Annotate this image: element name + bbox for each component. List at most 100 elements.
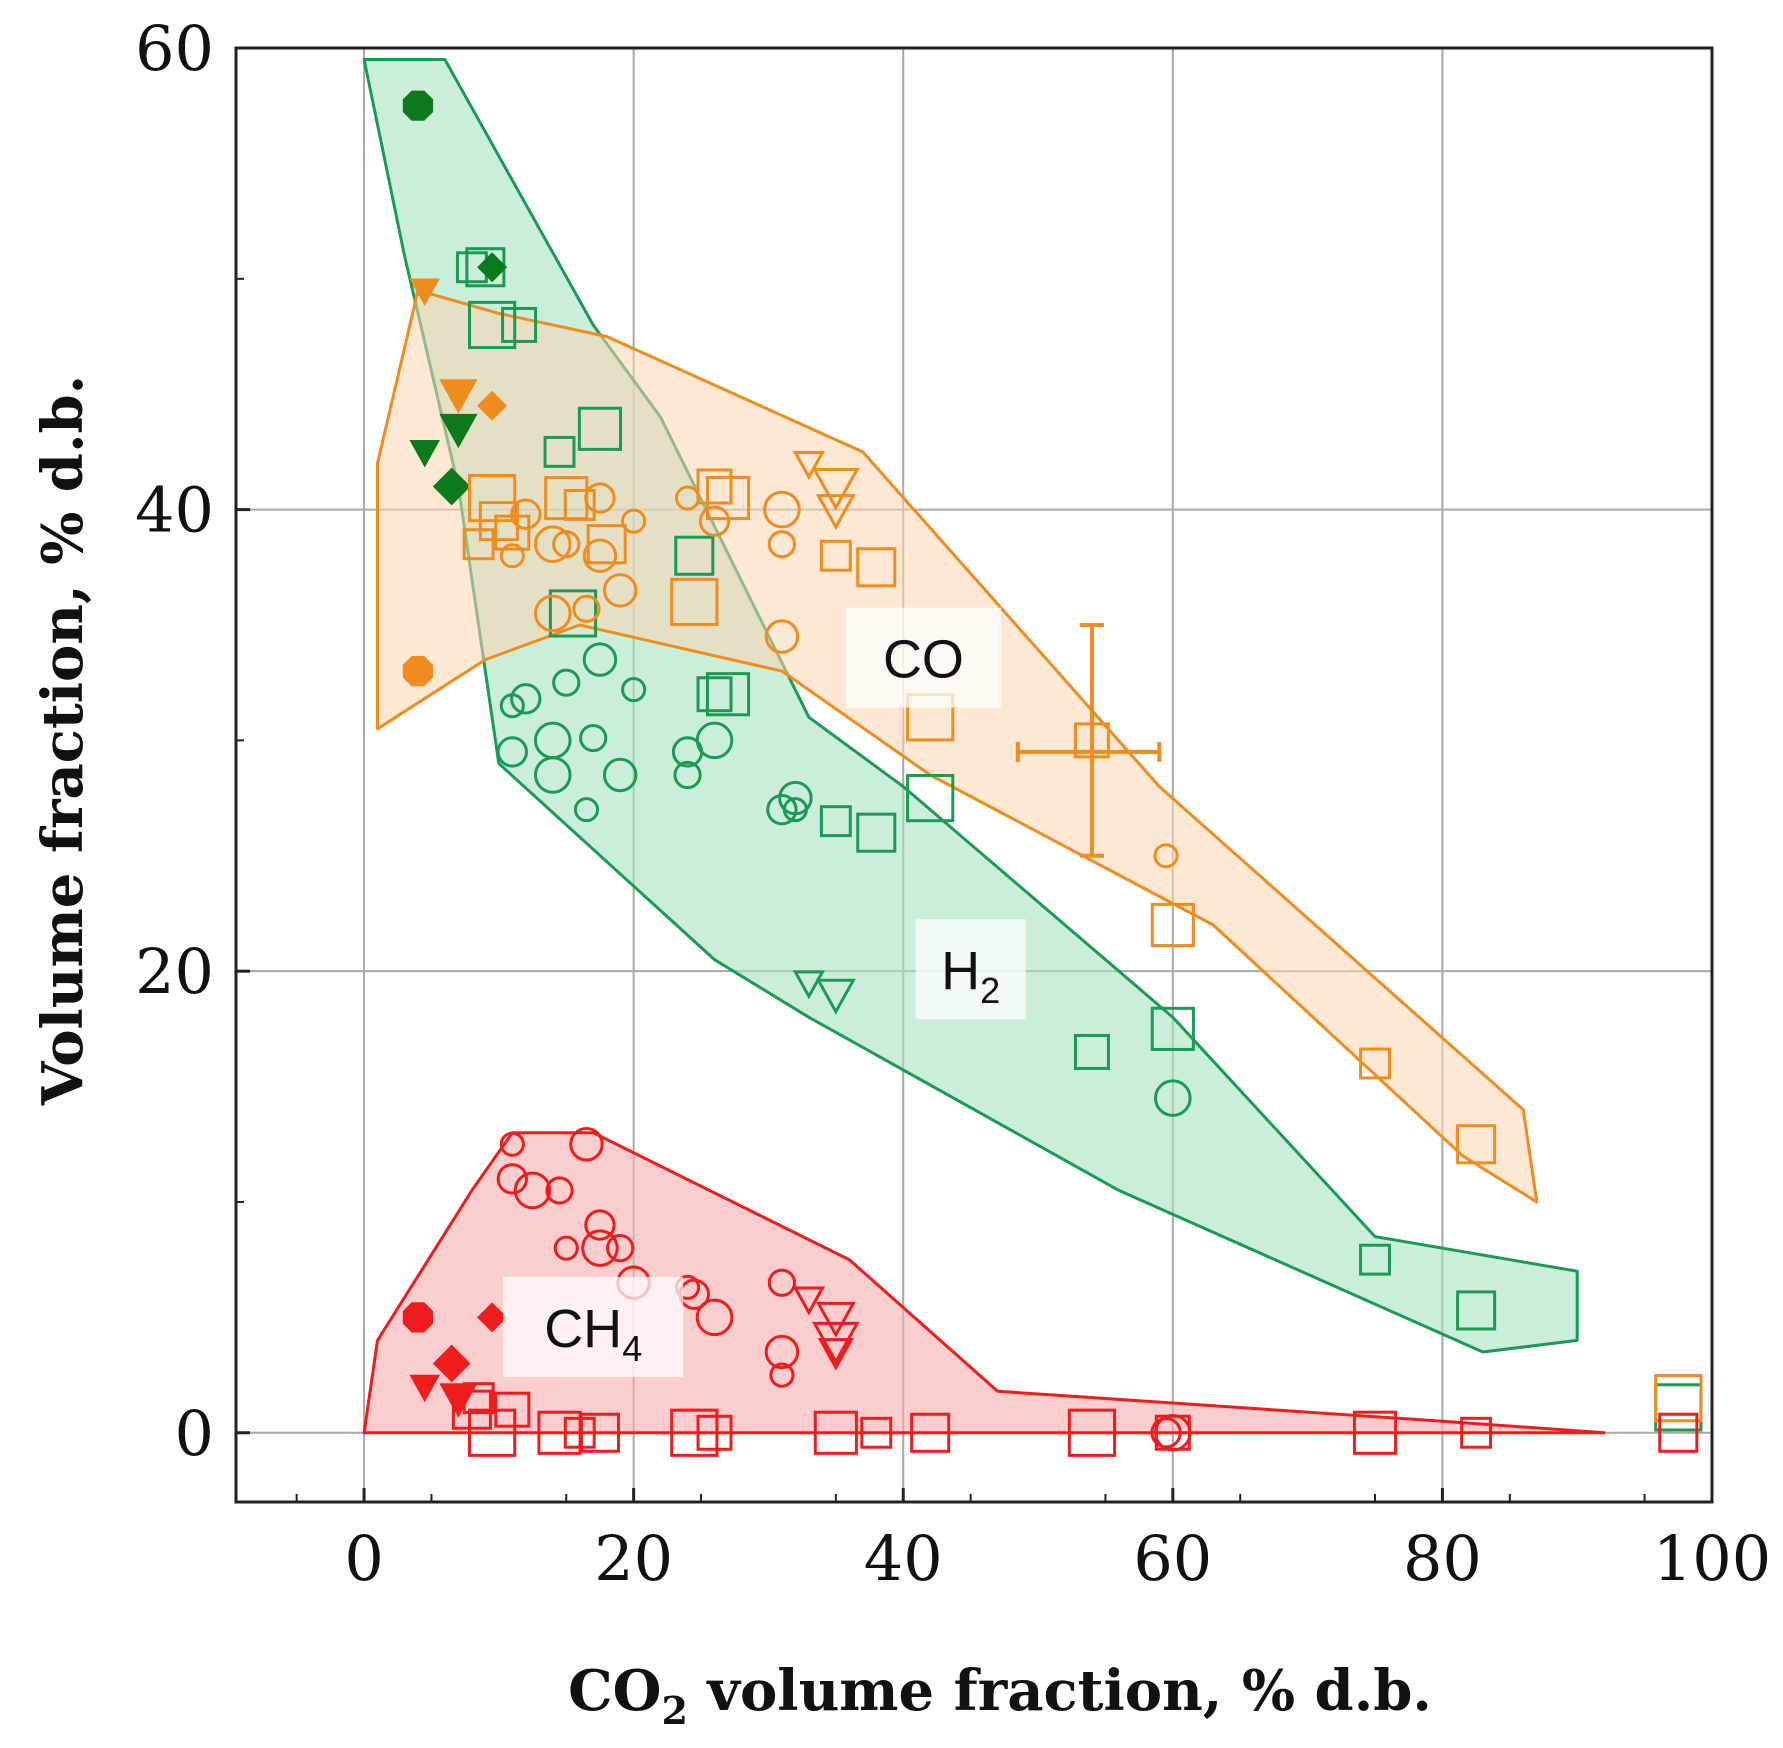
point-h2-square (501, 306, 538, 343)
region-label-subscript: 4 (622, 1328, 642, 1369)
point-ch4-circle (767, 1268, 797, 1297)
point-ch4-filled-triangle-down (439, 1383, 478, 1418)
point-h2-square (696, 676, 733, 713)
point-ch4-square (1658, 1412, 1699, 1453)
point-ch4-square (860, 1416, 893, 1449)
point-co-circle (510, 498, 542, 530)
region-label-main: CH (544, 1299, 622, 1359)
point-h2-filled-triangle-down (439, 413, 478, 449)
x-tick-label-80: 80 (1403, 1522, 1482, 1595)
point-ch4-square (910, 1412, 951, 1453)
point-h2-circle (582, 642, 618, 677)
point-co-square (462, 528, 495, 561)
point-h2-circle (1154, 1079, 1192, 1117)
point-h2-circle (573, 797, 600, 823)
regions-layer (362, 58, 1606, 1435)
point-h2-circle (579, 723, 608, 753)
point-co-square (705, 475, 751, 521)
point-h2-filled-triangle-down (409, 440, 441, 468)
y-tick-label-0: 0 (175, 1397, 214, 1470)
point-ch4-circle (569, 1127, 604, 1162)
point-h2-triangle-down (815, 978, 856, 1015)
point-ch4-square (670, 1408, 719, 1457)
point-co-circle (621, 508, 647, 534)
point-h2-circle (602, 757, 638, 793)
point-co-circle (499, 543, 525, 569)
point-co-circle (533, 525, 572, 563)
point-h2-square (548, 589, 598, 638)
point-h2-filled-octagon (402, 90, 434, 121)
point-h2-square (1359, 1243, 1391, 1276)
point-ch4-square (494, 1391, 531, 1428)
region-label-bg-ch4 (503, 1276, 684, 1377)
point-ch4-square (1154, 1414, 1191, 1451)
point-co-circle (767, 530, 797, 559)
point-ch4-filled-octagon (402, 1302, 434, 1333)
point-ch4-square (1460, 1416, 1493, 1449)
point-ch4-square (813, 1410, 858, 1455)
point-co-square (1654, 1374, 1703, 1423)
point-co-square (563, 489, 596, 521)
y-tick-label-40: 40 (135, 474, 214, 547)
region-label-main: H (941, 941, 980, 1001)
point-co-square (670, 577, 719, 627)
y-tick-label-60: 60 (135, 12, 214, 85)
point-co-square (467, 473, 517, 523)
point-co-square (1456, 1124, 1497, 1165)
point-ch4-circle (496, 1163, 528, 1195)
point-co-triangle-down (812, 467, 860, 511)
point-h2-square (674, 535, 715, 576)
x-tick-label-0: 0 (344, 1522, 383, 1595)
point-co-circle (552, 530, 581, 559)
point-co-circle (602, 573, 638, 608)
region-label-bg-h2 (915, 919, 1026, 1020)
point-ch4-circle (553, 1235, 579, 1261)
point-h2-filled-diamond (477, 252, 508, 283)
data-points-layer (402, 90, 1703, 1457)
x-axis-title: CO2 volume fraction, % d.b. (568, 1658, 1432, 1733)
point-co-square (494, 514, 531, 551)
point-h2-circle (695, 721, 734, 760)
point-co-circle (698, 505, 731, 537)
region-label-ch4: CH4 (544, 1299, 642, 1369)
point-h2-square (1073, 1033, 1110, 1070)
x-tick-label-100: 100 (1653, 1522, 1771, 1595)
point-ch4-filled-triangle-down (409, 1374, 441, 1403)
point-co-filled-octagon (402, 656, 434, 687)
point-ch4-square (1067, 1408, 1117, 1457)
point-ch4-square (1352, 1410, 1398, 1455)
point-co-circle (533, 594, 572, 633)
point-co-triangle-down (815, 494, 856, 531)
point-co-square (586, 524, 627, 565)
x-tick-label-40: 40 (864, 1522, 943, 1595)
point-h2-square (1654, 1383, 1703, 1432)
point-h2-square (577, 406, 623, 451)
point-ch4-square (467, 1408, 517, 1457)
point-co-circle (582, 538, 618, 573)
y-axis-title: Volume fraction, % d.b. (30, 375, 96, 1106)
point-ch4-square (696, 1414, 733, 1451)
point-h2-square (467, 300, 517, 350)
point-h2-circle (533, 756, 572, 794)
x-axis-title-suffix: volume fraction, % d.b. (688, 1658, 1432, 1724)
region-label-co: CO (883, 630, 964, 690)
point-co-square (819, 539, 852, 572)
point-co-triangle-down (792, 451, 826, 481)
point-h2-square (705, 672, 751, 717)
point-h2-circle (621, 677, 647, 703)
point-ch4-circle (695, 1298, 734, 1337)
x-axis-title-main: CO (568, 1658, 661, 1724)
point-h2-square (1150, 1006, 1195, 1051)
point-ch4-circle (513, 1171, 552, 1210)
region-label-bg-co (845, 607, 1001, 708)
point-ch4-triangle-down (812, 1321, 860, 1365)
point-h2-filled-diamond (432, 467, 471, 506)
point-ch4-circle (584, 1209, 616, 1241)
point-h2-circle (510, 683, 542, 715)
point-h2-triangle-down (792, 970, 826, 1000)
point-h2-circle (552, 668, 581, 697)
point-co-circle (763, 490, 801, 529)
point-ch4-circle (545, 1176, 574, 1205)
point-ch4-circle (581, 1229, 619, 1267)
